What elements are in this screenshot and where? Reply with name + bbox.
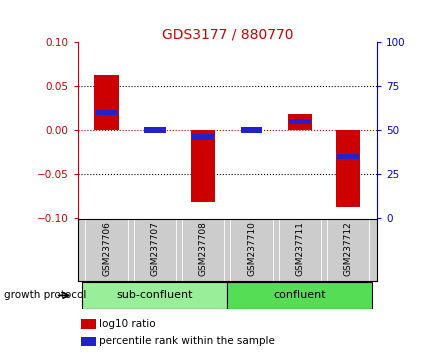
Text: growth protocol: growth protocol bbox=[4, 290, 86, 301]
Bar bbox=[95, 110, 117, 115]
Bar bbox=[181, 219, 224, 281]
Bar bbox=[85, 219, 128, 281]
Bar bbox=[82, 282, 227, 309]
Bar bbox=[288, 119, 310, 124]
Text: confluent: confluent bbox=[273, 290, 326, 301]
Text: GSM237710: GSM237710 bbox=[246, 221, 255, 276]
Text: GSM237712: GSM237712 bbox=[343, 221, 352, 276]
Text: sub-confluent: sub-confluent bbox=[117, 290, 193, 301]
Bar bbox=[80, 337, 95, 346]
Title: GDS3177 / 880770: GDS3177 / 880770 bbox=[161, 27, 292, 41]
Text: GSM237706: GSM237706 bbox=[102, 221, 111, 276]
Text: GSM237708: GSM237708 bbox=[198, 221, 207, 276]
Bar bbox=[144, 127, 166, 133]
Bar bbox=[287, 114, 311, 130]
Bar bbox=[278, 219, 320, 281]
Bar bbox=[326, 219, 369, 281]
Bar bbox=[240, 127, 262, 133]
Text: GSM237711: GSM237711 bbox=[295, 221, 304, 276]
Text: GSM237707: GSM237707 bbox=[150, 221, 159, 276]
Bar bbox=[337, 154, 358, 159]
Bar bbox=[80, 319, 95, 329]
Text: log10 ratio: log10 ratio bbox=[98, 319, 155, 329]
Text: percentile rank within the sample: percentile rank within the sample bbox=[98, 336, 274, 347]
Bar bbox=[133, 219, 176, 281]
Bar bbox=[227, 282, 372, 309]
Bar bbox=[94, 75, 118, 130]
Bar bbox=[335, 130, 359, 207]
Bar bbox=[190, 130, 215, 202]
Bar bbox=[192, 135, 214, 140]
Bar bbox=[230, 219, 272, 281]
